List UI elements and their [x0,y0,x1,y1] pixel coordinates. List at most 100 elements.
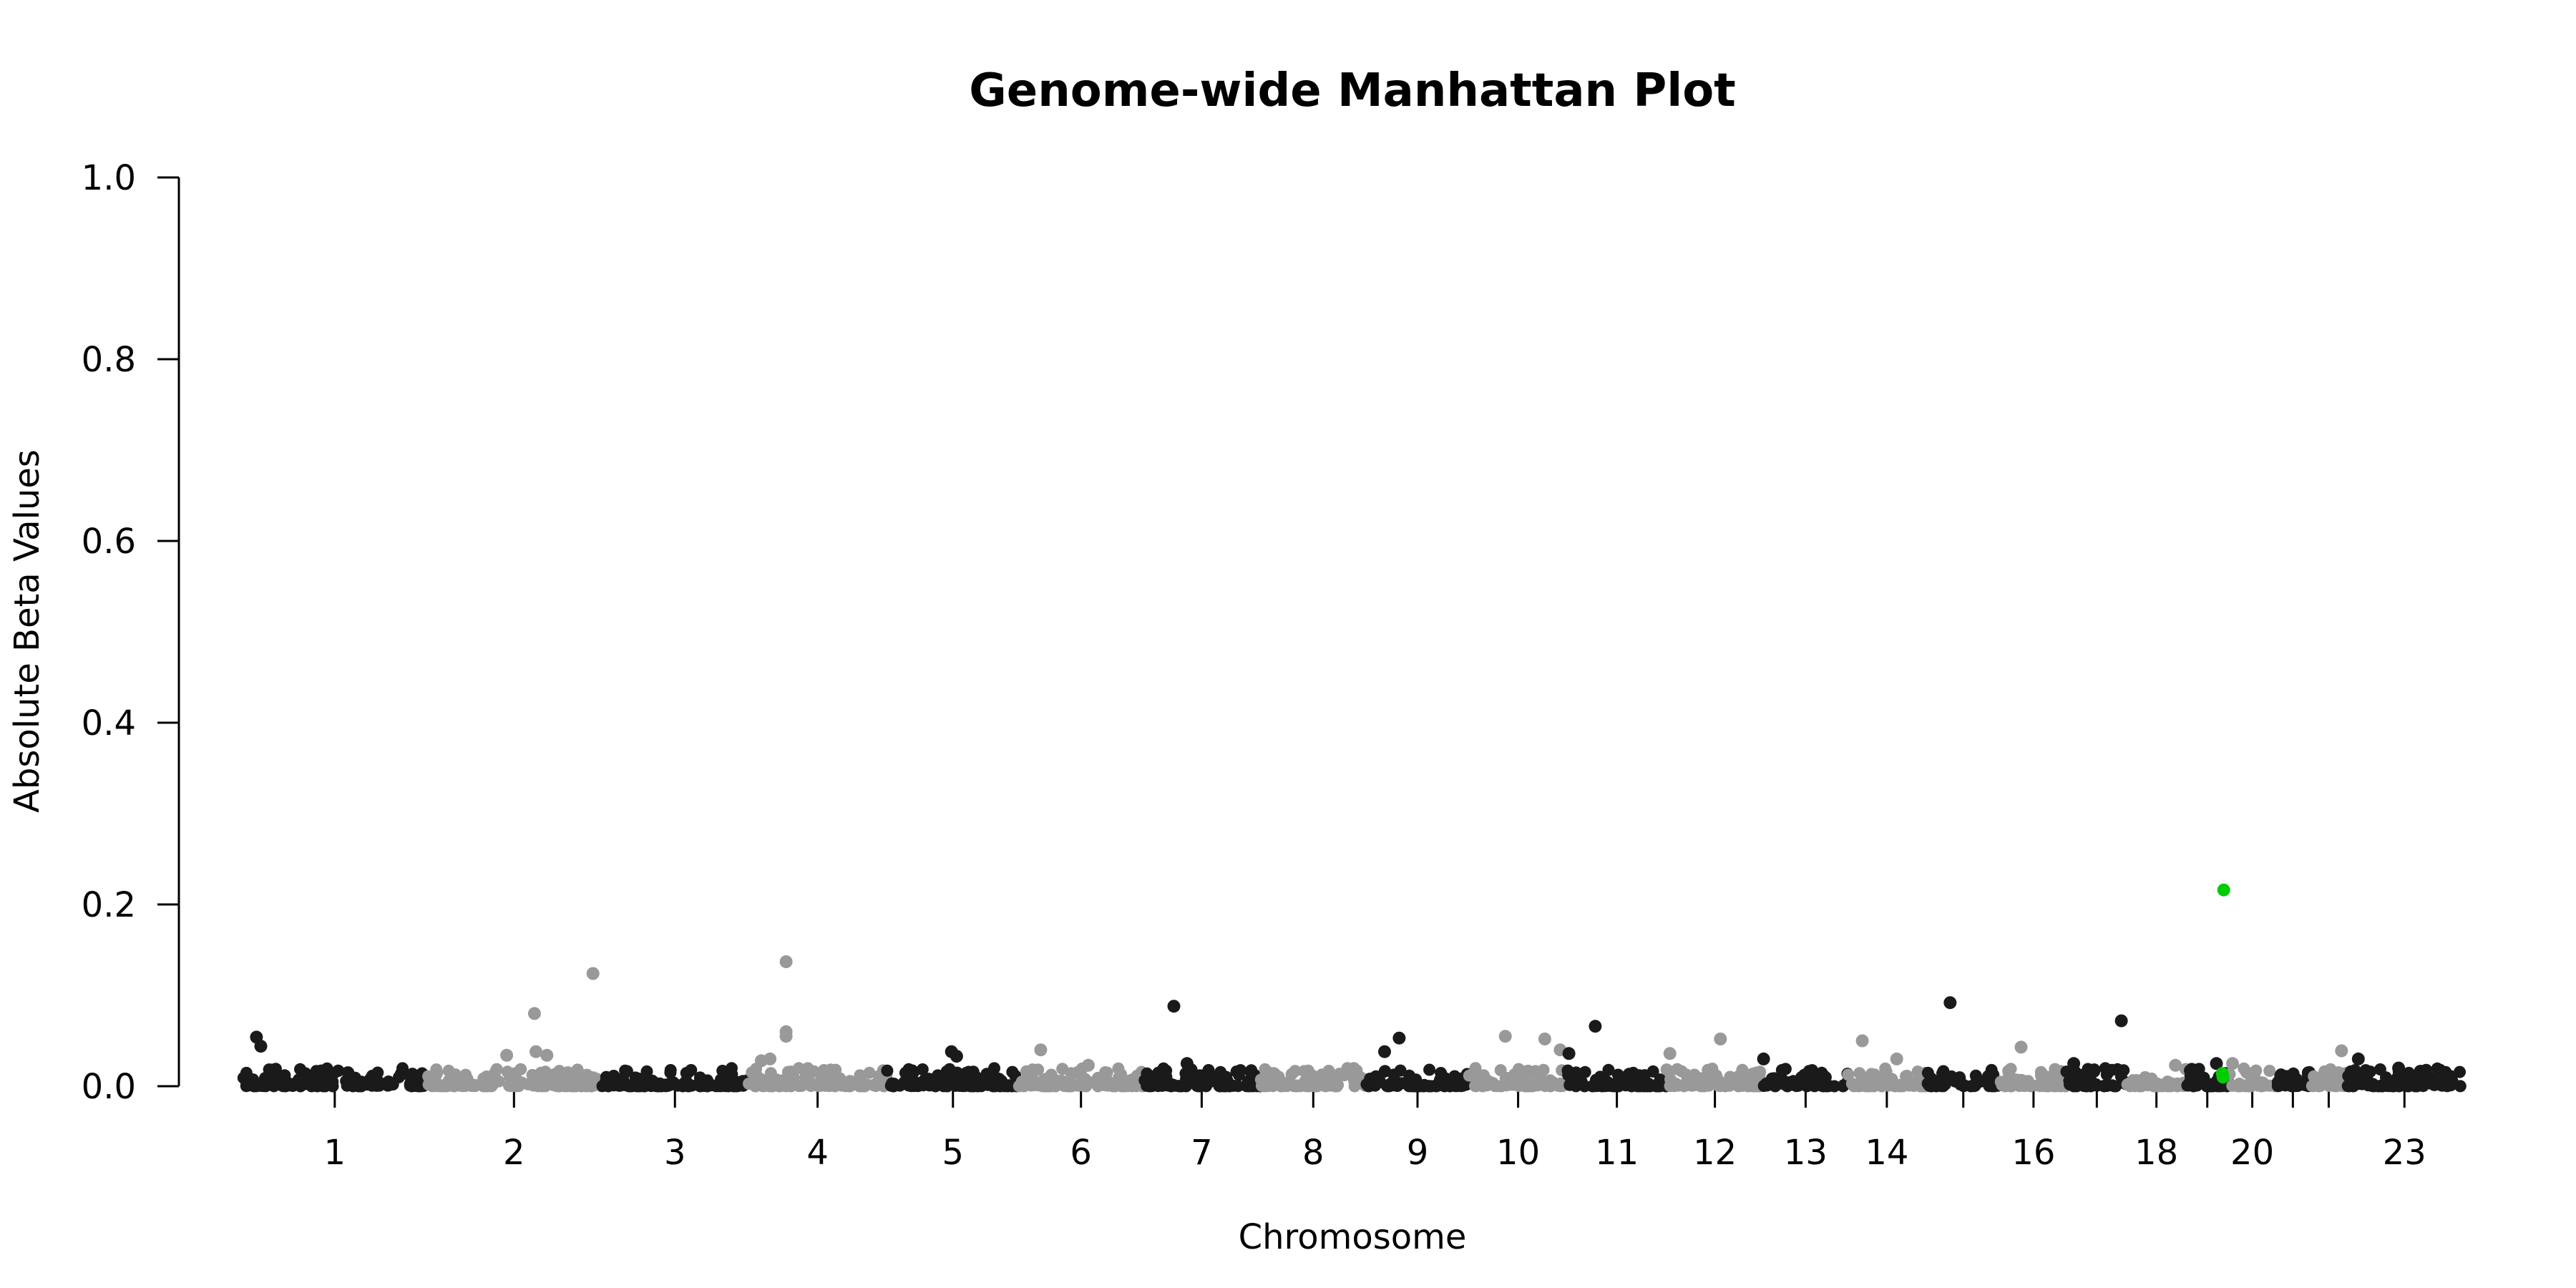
snp-point [1498,1030,1512,1043]
snp-point [1064,1073,1077,1086]
snp-point [2342,1070,2355,1083]
snp-point [318,1080,331,1093]
x-tick-label: 23 [2383,1133,2426,1173]
snp-point [1176,1080,1189,1092]
snp-point [545,1073,558,1086]
snp-point [1554,1080,1567,1093]
snp-point [341,1079,353,1092]
snp-point [512,1080,525,1093]
snp-point [426,1080,439,1093]
snp-point [1757,1052,1770,1065]
snp-point [957,1075,970,1088]
x-tick-label: 14 [1865,1133,1908,1173]
snp-point [530,1045,542,1058]
snp-point [310,1065,323,1078]
snp-point [766,1080,779,1093]
snp-point [2287,1067,2300,1080]
snp-point [2105,1063,2118,1076]
highlighted-snp-point [2217,883,2230,897]
snp-point [1179,1067,1192,1080]
snp-point [1880,1078,1893,1091]
snp-point [615,1078,628,1091]
snp-point [1663,1047,1677,1060]
snp-point [600,1070,613,1083]
snp-point [1323,1068,1336,1080]
snp-point [1101,1079,1114,1092]
snp-point [1180,1057,1194,1070]
snp-point [395,1067,407,1080]
x-tick-label: 11 [1595,1133,1639,1173]
snp-point [2393,1080,2406,1093]
snp-point [526,1068,539,1081]
snp-point [1370,1077,1382,1090]
snp-point [680,1067,693,1080]
snp-point [480,1080,493,1093]
snp-point [932,1069,945,1082]
snp-point [2124,1077,2137,1089]
highlighted-snp-point [2216,1070,2230,1084]
snp-point [1231,1080,1244,1093]
snp-point [500,1048,514,1062]
snp-point [1387,1079,1400,1091]
snp-point [1957,1078,1970,1091]
x-tick-label: 4 [806,1133,829,1173]
snp-point [1855,1075,1868,1088]
snp-point [2210,1057,2223,1070]
snp-point [2263,1065,2276,1077]
snp-point [660,1080,672,1093]
snp-point [2454,1080,2467,1093]
snp-point [2372,1080,2385,1093]
snp-point [1423,1063,1436,1076]
snp-point [1378,1045,1391,1058]
snp-point [2363,1065,2376,1078]
snp-point [1709,1069,1722,1082]
x-tick-label: 5 [942,1133,964,1173]
snp-point [784,1065,797,1078]
snp-point [1606,1080,1619,1093]
snp-point [671,1079,684,1092]
snp-point [1911,1065,1924,1078]
snp-point [2343,1080,2356,1093]
snp-point [1868,1080,1880,1093]
y-tick-label: 0.4 [82,703,136,743]
snp-point [1267,1080,1279,1093]
snp-point [1167,1000,1181,1013]
snp-point [2332,1066,2345,1079]
snp-point [2444,1075,2457,1088]
snp-point [1586,1080,1599,1093]
snp-point [2392,1061,2406,1075]
snp-point [386,1078,399,1091]
snp-point [1478,1071,1491,1084]
snp-point [836,1079,849,1092]
snp-point [1675,1065,1688,1078]
data-points [237,883,2467,1093]
snp-point [1278,1077,1291,1090]
x-tick-label: 16 [2011,1133,2055,1173]
snp-point [1350,1064,1363,1077]
snp-point [2041,1073,2054,1085]
snp-point [753,1072,766,1085]
snp-point [321,1062,333,1075]
snp-point [1943,996,1957,1010]
snp-point [1619,1074,1631,1087]
snp-point [2454,1065,2466,1078]
snp-point [1338,1069,1351,1082]
y-tick-label: 0.2 [82,885,136,925]
snp-point [2328,1080,2341,1093]
snp-point [951,1066,964,1079]
snp-point [248,1080,260,1093]
snp-point [254,1040,268,1053]
snp-point [950,1050,963,1063]
snp-point [308,1079,321,1092]
snp-point [1289,1080,1302,1093]
snp-point [459,1068,472,1081]
snp-point [2135,1080,2147,1092]
snp-point [2252,1079,2265,1092]
snp-point [562,1066,575,1079]
snp-point [278,1069,291,1082]
y-axis-label: Absolute Beta Values [7,449,47,813]
snp-point [1006,1065,1019,1078]
snp-point [682,1080,695,1093]
y-tick-label: 0.6 [82,522,136,562]
